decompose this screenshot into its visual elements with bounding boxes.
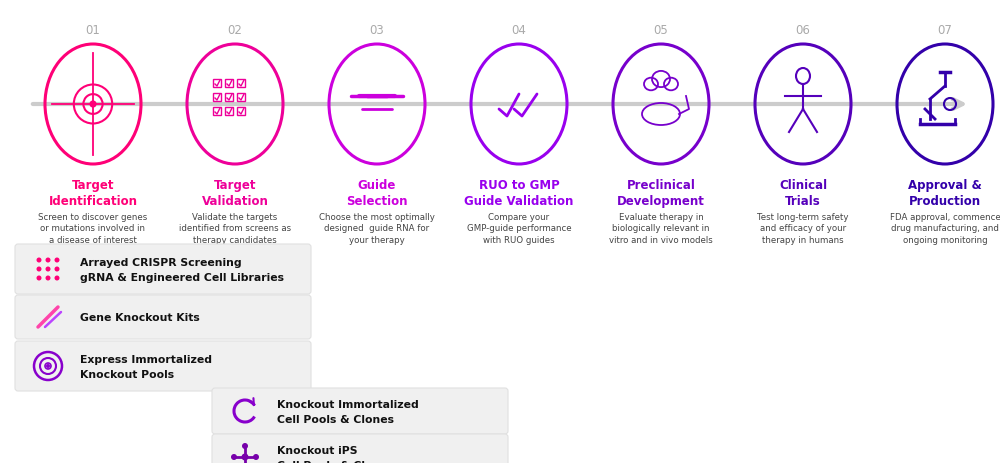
Ellipse shape [46, 258, 50, 263]
Text: Compare your
GMP-guide performance
with RUO guides: Compare your GMP-guide performance with … [467, 213, 571, 244]
Ellipse shape [46, 276, 50, 281]
Text: 02: 02 [228, 25, 242, 38]
Ellipse shape [54, 267, 60, 272]
Text: Knockout iPS: Knockout iPS [277, 445, 358, 455]
Text: 07: 07 [938, 25, 952, 38]
Text: Screen to discover genes
or mutations involved in
a disease of interest: Screen to discover genes or mutations in… [38, 213, 148, 244]
Ellipse shape [46, 267, 50, 272]
FancyBboxPatch shape [15, 341, 311, 391]
Text: Guide
Selection: Guide Selection [346, 179, 408, 207]
Text: 06: 06 [796, 25, 810, 38]
Ellipse shape [89, 101, 97, 108]
Text: Choose the most optimally
designed  guide RNA for
your therapy: Choose the most optimally designed guide… [319, 213, 435, 244]
Ellipse shape [242, 454, 248, 461]
Text: Target
Validation: Target Validation [202, 179, 268, 207]
Ellipse shape [36, 267, 42, 272]
Ellipse shape [253, 454, 259, 460]
Text: RUO to GMP
Guide Validation: RUO to GMP Guide Validation [464, 179, 574, 207]
Ellipse shape [46, 364, 50, 368]
Ellipse shape [54, 276, 60, 281]
Text: Validate the targets
identified from screens as
therapy candidates: Validate the targets identified from scr… [179, 213, 291, 244]
Text: Express Immortalized: Express Immortalized [80, 354, 212, 364]
Text: Preclinical
Development: Preclinical Development [617, 179, 705, 207]
Ellipse shape [231, 454, 237, 460]
Text: Knockout Immortalized: Knockout Immortalized [277, 399, 419, 409]
Ellipse shape [54, 258, 60, 263]
Ellipse shape [36, 276, 42, 281]
FancyBboxPatch shape [212, 388, 508, 434]
Text: FDA approval, commence
drug manufacturing, and
ongoing monitoring: FDA approval, commence drug manufacturin… [890, 213, 1000, 244]
Text: 05: 05 [654, 25, 668, 38]
Text: Cell Pools & Clones: Cell Pools & Clones [277, 414, 394, 424]
Text: 01: 01 [86, 25, 100, 38]
Ellipse shape [36, 258, 42, 263]
Ellipse shape [242, 443, 248, 449]
Text: gRNA & Engineered Cell Libraries: gRNA & Engineered Cell Libraries [80, 272, 284, 282]
FancyBboxPatch shape [15, 295, 311, 339]
Text: Clinical
Trials: Clinical Trials [779, 179, 827, 207]
Text: Approval &
Production: Approval & Production [908, 179, 982, 207]
Text: 04: 04 [512, 25, 526, 38]
Text: Test long-term safety
and efficacy of your
therapy in humans: Test long-term safety and efficacy of yo… [757, 213, 849, 244]
Text: Cell Pools & Clones: Cell Pools & Clones [277, 460, 394, 463]
Text: Arrayed CRISPR Screening: Arrayed CRISPR Screening [80, 257, 242, 268]
FancyBboxPatch shape [15, 244, 311, 294]
Text: Target
Identification: Target Identification [48, 179, 138, 207]
Text: Evaluate therapy in
biologically relevant in
vitro and in vivo models: Evaluate therapy in biologically relevan… [609, 213, 713, 244]
FancyBboxPatch shape [212, 434, 508, 463]
Text: Gene Knockout Kits: Gene Knockout Kits [80, 313, 200, 322]
Text: 03: 03 [370, 25, 384, 38]
Text: Knockout Pools: Knockout Pools [80, 369, 174, 379]
